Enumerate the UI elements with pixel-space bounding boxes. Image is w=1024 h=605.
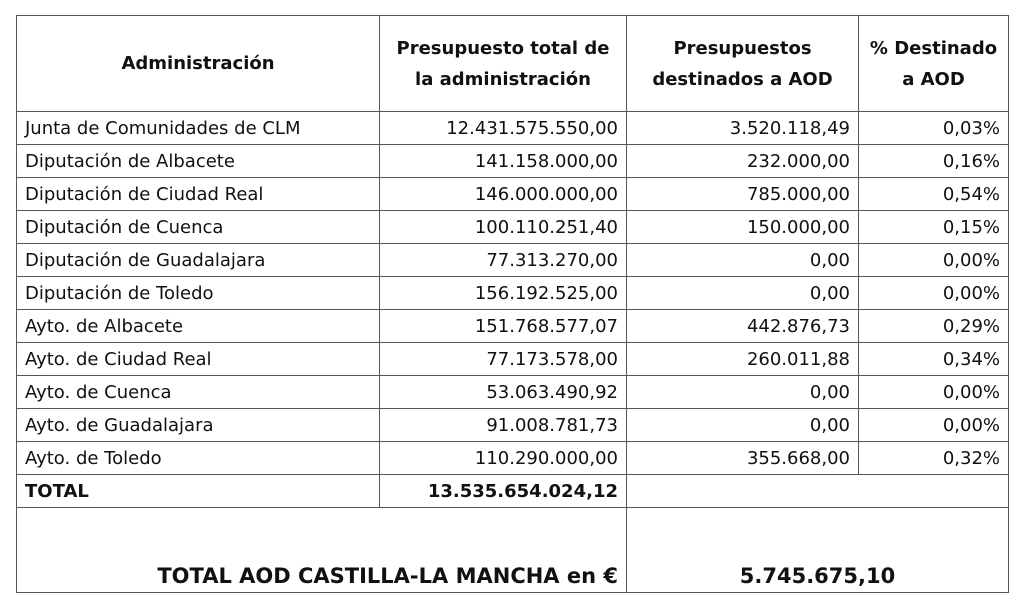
cell-presupuesto-total: 141.158.000,00 bbox=[379, 144, 627, 178]
cell-presupuesto-aod: 0,00 bbox=[626, 276, 859, 310]
cell-presupuesto-aod: 3.520.118,49 bbox=[626, 111, 859, 145]
cell-presupuesto-total: 100.110.251,40 bbox=[379, 210, 627, 244]
total-empty-cell bbox=[626, 474, 1009, 508]
cell-porcentaje-aod: 0,03% bbox=[858, 111, 1009, 145]
cell-administracion: Ayto. de Toledo bbox=[16, 441, 380, 475]
cell-administracion: Ayto. de Ciudad Real bbox=[16, 342, 380, 376]
cell-presupuesto-total: 77.313.270,00 bbox=[379, 243, 627, 277]
header-administracion: Administración bbox=[16, 15, 380, 112]
cell-presupuesto-aod: 785.000,00 bbox=[626, 177, 859, 211]
table-row: Ayto. de Cuenca 53.063.490,92 0,00 0,00% bbox=[16, 375, 1009, 409]
cell-presupuesto-total: 151.768.577,07 bbox=[379, 309, 627, 343]
cell-administracion: Junta de Comunidades de CLM bbox=[16, 111, 380, 145]
cell-presupuesto-aod: 355.668,00 bbox=[626, 441, 859, 475]
cell-porcentaje-aod: 0,16% bbox=[858, 144, 1009, 178]
cell-porcentaje-aod: 0,15% bbox=[858, 210, 1009, 244]
cell-administracion: Diputación de Albacete bbox=[16, 144, 380, 178]
cell-presupuesto-total: 110.290.000,00 bbox=[379, 441, 627, 475]
header-presupuesto-total: Presupuesto total de la administración bbox=[379, 15, 627, 112]
cell-porcentaje-aod: 0,00% bbox=[858, 276, 1009, 310]
cell-administracion: Diputación de Guadalajara bbox=[16, 243, 380, 277]
cell-administracion: Diputación de Cuenca bbox=[16, 210, 380, 244]
cell-administracion: Ayto. de Cuenca bbox=[16, 375, 380, 409]
cell-presupuesto-aod: 0,00 bbox=[626, 243, 859, 277]
cell-presupuesto-total: 53.063.490,92 bbox=[379, 375, 627, 409]
total-value: 13.535.654.024,12 bbox=[379, 474, 627, 508]
cell-presupuesto-aod: 150.000,00 bbox=[626, 210, 859, 244]
cell-presupuesto-total: 12.431.575.550,00 bbox=[379, 111, 627, 145]
table-row: Diputación de Ciudad Real 146.000.000,00 7… bbox=[16, 177, 1009, 211]
cell-porcentaje-aod: 0,00% bbox=[858, 408, 1009, 442]
cell-presupuesto-aod: 442.876,73 bbox=[626, 309, 859, 343]
table-row: Diputación de Toledo 156.192.525,00 0,00 0,… bbox=[16, 276, 1009, 310]
table-row: Junta de Comunidades de CLM 12.431.575.55… bbox=[16, 111, 1009, 145]
cell-presupuesto-aod: 260.011,88 bbox=[626, 342, 859, 376]
cell-administracion: Diputación de Toledo bbox=[16, 276, 380, 310]
cell-presupuesto-total: 156.192.525,00 bbox=[379, 276, 627, 310]
table-row: Ayto. de Toledo 110.290.000,00 355.668,00 0… bbox=[16, 441, 1009, 475]
cell-porcentaje-aod: 0,32% bbox=[858, 441, 1009, 475]
total-row: TOTAL 13.535.654.024,12 bbox=[16, 474, 1009, 508]
cell-presupuesto-aod: 232.000,00 bbox=[626, 144, 859, 178]
total-label: TOTAL bbox=[16, 474, 380, 508]
cell-presupuesto-total: 146.000.000,00 bbox=[379, 177, 627, 211]
cell-porcentaje-aod: 0,54% bbox=[858, 177, 1009, 211]
header-presupuesto-aod: Presupuestos destinados a AOD bbox=[626, 15, 859, 112]
table-row: Ayto. de Ciudad Real 77.173.578,00 260.011… bbox=[16, 342, 1009, 376]
aod-budget-table: Administración Presupuesto total de la a… bbox=[16, 15, 1009, 593]
header-porcentaje-aod: % Destinado a AOD bbox=[858, 15, 1009, 112]
final-total-row: TOTAL AOD CASTILLA-LA MANCHA en € 5.745.… bbox=[16, 507, 1009, 593]
cell-porcentaje-aod: 0,34% bbox=[858, 342, 1009, 376]
final-total-label: TOTAL AOD CASTILLA-LA MANCHA en € bbox=[16, 507, 627, 593]
cell-presupuesto-total: 91.008.781,73 bbox=[379, 408, 627, 442]
cell-porcentaje-aod: 0,00% bbox=[858, 375, 1009, 409]
cell-porcentaje-aod: 0,29% bbox=[858, 309, 1009, 343]
cell-presupuesto-aod: 0,00 bbox=[626, 375, 859, 409]
table-row: Diputación de Albacete 141.158.000,00 232.… bbox=[16, 144, 1009, 178]
cell-presupuesto-total: 77.173.578,00 bbox=[379, 342, 627, 376]
cell-administracion: Diputación de Ciudad Real bbox=[16, 177, 380, 211]
table-row: Diputación de Cuenca 100.110.251,40 150.00… bbox=[16, 210, 1009, 244]
cell-presupuesto-aod: 0,00 bbox=[626, 408, 859, 442]
cell-administracion: Ayto. de Guadalajara bbox=[16, 408, 380, 442]
cell-porcentaje-aod: 0,00% bbox=[858, 243, 1009, 277]
final-total-value: 5.745.675,10 bbox=[626, 507, 1009, 593]
header-row: Administración Presupuesto total de la a… bbox=[16, 15, 1009, 112]
table-row: Diputación de Guadalajara 77.313.270,00 0,… bbox=[16, 243, 1009, 277]
table-row: Ayto. de Guadalajara 91.008.781,73 0,00 0,0… bbox=[16, 408, 1009, 442]
cell-administracion: Ayto. de Albacete bbox=[16, 309, 380, 343]
table-row: Ayto. de Albacete 151.768.577,07 442.876,7… bbox=[16, 309, 1009, 343]
